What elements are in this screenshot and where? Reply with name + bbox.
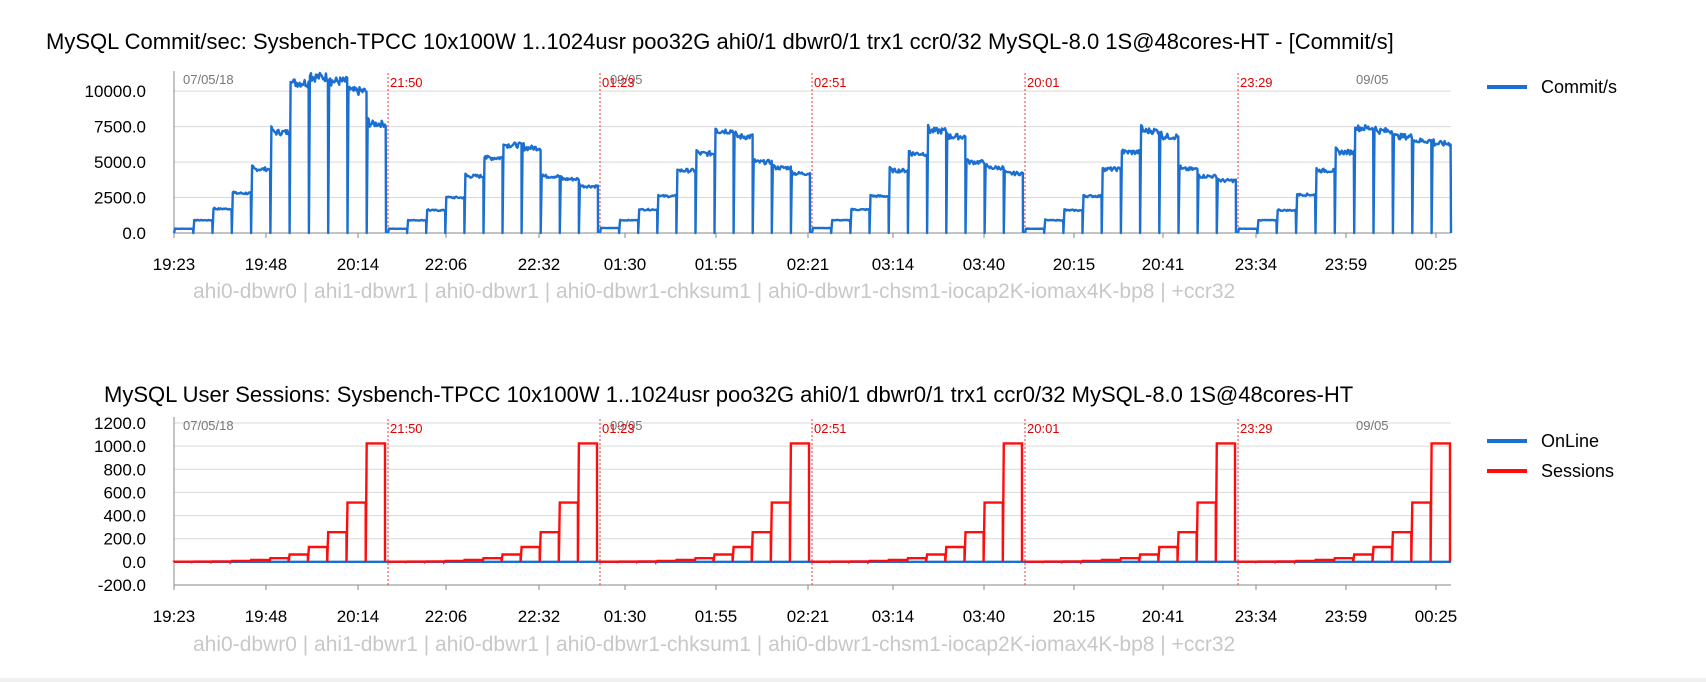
legend-label-commits: Commit/s: [1541, 76, 1617, 97]
commits-series-line: [598, 127, 812, 235]
x-tick-label: 23:34: [1235, 607, 1278, 626]
x-tick-label: 22:32: [518, 607, 561, 626]
y-tick-label: -200.0: [98, 576, 146, 595]
legend-swatch-online: [1487, 439, 1527, 443]
x-tick-label: 02:21: [787, 607, 830, 626]
x-tick-label: 22:06: [425, 255, 468, 274]
marker-label: 23:29: [1240, 421, 1273, 436]
y-tick-label: 200.0: [103, 530, 146, 549]
x-tick-label: 19:23: [153, 255, 196, 274]
x-tick-label: 19:48: [245, 607, 288, 626]
x-tick-label: 01:30: [604, 607, 647, 626]
x-tick-label: 20:15: [1053, 255, 1096, 274]
marker-label: 21:50: [390, 421, 423, 436]
legend-item-sessions[interactable]: Sessions: [1487, 456, 1614, 486]
sessions-series-line: [386, 442, 599, 565]
y-tick-label: 800.0: [103, 460, 146, 479]
marker-label: 20:01: [1027, 75, 1060, 90]
date-label: 09/05: [1356, 418, 1389, 433]
y-tick-label: 10000.0: [85, 82, 146, 101]
x-tick-label: 20:15: [1053, 607, 1096, 626]
marker-label: 02:51: [814, 75, 847, 90]
marker-label: 01:23: [602, 421, 635, 436]
y-tick-label: 2500.0: [94, 189, 146, 208]
legend-item-commits[interactable]: Commit/s: [1487, 72, 1617, 102]
sessions-series-line: [172, 442, 387, 565]
date-label: 09/05: [610, 418, 643, 433]
commits-legend: Commit/s: [1487, 72, 1617, 102]
legend-swatch-sessions: [1487, 469, 1527, 473]
y-tick-label: 1200.0: [94, 414, 146, 433]
x-tick-label: 00:25: [1415, 607, 1458, 626]
x-tick-label: 02:21: [787, 255, 830, 274]
date-label: 09/05: [1356, 72, 1389, 87]
commits-chart-title: MySQL Commit/sec: Sysbench-TPCC 10x100W …: [46, 29, 1394, 54]
x-tick-label: 01:55: [695, 607, 738, 626]
x-tick-label: 23:59: [1325, 607, 1368, 626]
legend-label-sessions: Sessions: [1541, 460, 1615, 481]
date-label: 09/05: [610, 72, 643, 87]
commits-series-line: [1023, 124, 1238, 235]
y-tick-label: 5000.0: [94, 153, 146, 172]
legend-item-online[interactable]: OnLine: [1487, 426, 1614, 456]
x-tick-label: 20:41: [1142, 607, 1185, 626]
commits-series-line: [386, 141, 600, 235]
x-tick-label: 22:06: [425, 607, 468, 626]
commits-runs-label: ahi0-dbwr0 | ahi1-dbwr1 | ahi0-dbwr1 | a…: [193, 280, 1236, 303]
sessions-series-line: [1236, 442, 1452, 565]
commits-series-line: [172, 71, 388, 235]
sessions-series-line: [1023, 442, 1237, 565]
marker-label: 21:50: [390, 75, 423, 90]
x-tick-label: 03:14: [872, 607, 915, 626]
x-tick-label: 23:59: [1325, 255, 1368, 274]
x-tick-label: 20:14: [337, 607, 380, 626]
x-tick-label: 03:40: [963, 607, 1006, 626]
marker-label: 01:23: [602, 75, 635, 90]
x-tick-label: 03:40: [963, 255, 1006, 274]
sessions-chart-title: MySQL User Sessions: Sysbench-TPCC 10x10…: [104, 382, 1354, 407]
y-tick-label: 0.0: [122, 553, 146, 572]
legend-label-online: OnLine: [1541, 430, 1600, 451]
y-tick-label: 7500.0: [94, 118, 146, 137]
y-tick-label: 0.0: [122, 224, 146, 243]
marker-label: 23:29: [1240, 75, 1273, 90]
date-label: 07/05/18: [183, 72, 234, 87]
x-tick-label: 00:25: [1415, 255, 1458, 274]
page-bottom-divider: [0, 678, 1706, 682]
commits-series-line: [1236, 124, 1453, 235]
sessions-legend: OnLine Sessions: [1487, 426, 1614, 486]
commits-series-line: [810, 123, 1025, 235]
sessions-series-line: [598, 442, 811, 565]
x-tick-label: 01:55: [695, 255, 738, 274]
sessions-series-line: [810, 442, 1024, 565]
x-tick-label: 22:32: [518, 255, 561, 274]
y-tick-label: 1000.0: [94, 437, 146, 456]
x-tick-label: 23:34: [1235, 255, 1278, 274]
y-tick-label: 400.0: [103, 507, 146, 526]
x-tick-label: 20:14: [337, 255, 380, 274]
x-tick-label: 20:41: [1142, 255, 1185, 274]
x-tick-label: 03:14: [872, 255, 915, 274]
sessions-runs-label: ahi0-dbwr0 | ahi1-dbwr1 | ahi0-dbwr1 | a…: [193, 633, 1236, 656]
y-tick-label: 600.0: [103, 483, 146, 502]
legend-swatch-commits: [1487, 85, 1527, 89]
marker-label: 20:01: [1027, 421, 1060, 436]
x-tick-label: 19:23: [153, 607, 196, 626]
x-tick-label: 19:48: [245, 255, 288, 274]
date-label: 07/05/18: [183, 418, 234, 433]
x-tick-label: 01:30: [604, 255, 647, 274]
marker-label: 02:51: [814, 421, 847, 436]
